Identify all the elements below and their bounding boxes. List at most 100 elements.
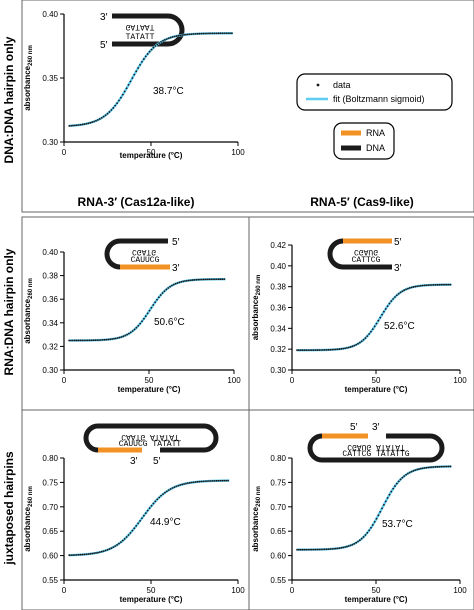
- y-tick-label: 0.40: [42, 248, 58, 257]
- dna-hairpin-top-seq: GATAAT: [126, 22, 155, 31]
- data-point: [87, 553, 90, 555]
- data-point: [131, 330, 134, 332]
- data-point: [340, 546, 343, 549]
- fit-curve: [297, 465, 452, 551]
- data-point: [206, 278, 209, 281]
- data-point: [210, 278, 213, 281]
- x-tick-label: 0: [62, 148, 67, 157]
- data-point: [397, 292, 400, 295]
- chart-jux-rna3: 0.55 0.60 0.65 0.70 0.75 0.80 0 50 100 temperatur…: [23, 454, 245, 604]
- data-point: [355, 541, 358, 544]
- jux-right-diagram: 5′ 3′ CGAUG ATATAT CATTCG TATATTG: [307, 422, 445, 463]
- jux-right-panel-border: [248, 409, 474, 610]
- data-point: [318, 548, 321, 551]
- data-point: [299, 349, 302, 352]
- data-point: [342, 546, 345, 549]
- data-point: [148, 50, 151, 53]
- data-point: [68, 124, 71, 127]
- dna-hairpin-strand: [112, 13, 185, 47]
- data-point: [368, 333, 371, 335]
- data-point: [142, 58, 145, 60]
- data-point: [310, 349, 313, 352]
- data-point: [186, 279, 188, 282]
- data-point: [346, 545, 348, 548]
- rna5-3prime: 3′: [394, 263, 402, 274]
- data-point: [186, 33, 189, 36]
- legend: data fit (Boltzmann sigmoid) RNA DNA: [296, 73, 453, 160]
- data-point: [331, 348, 334, 351]
- data-point: [211, 32, 214, 35]
- data-point: [390, 490, 393, 493]
- data-point: [333, 547, 335, 550]
- data-point: [91, 121, 94, 124]
- data-point: [386, 305, 389, 308]
- data-point: [395, 482, 398, 485]
- data-point: [176, 282, 179, 284]
- data-point: [208, 278, 211, 281]
- data-point: [329, 348, 332, 351]
- data-point: [213, 32, 216, 35]
- data-point: [219, 32, 222, 35]
- data-point: [364, 534, 367, 536]
- data-point: [225, 32, 228, 35]
- data-point: [114, 545, 117, 548]
- data-point: [312, 349, 315, 352]
- data-point: [231, 32, 233, 35]
- data-point: [384, 500, 387, 503]
- data-point: [421, 467, 424, 470]
- rna3-bottom-seq: CAUUCG: [131, 256, 160, 265]
- data-point: [171, 36, 174, 38]
- data-point: [208, 32, 210, 35]
- data-point: [177, 34, 180, 37]
- data-point: [219, 479, 222, 482]
- data-point: [366, 531, 369, 534]
- rna5-bottom-seq: CATTCG: [352, 256, 381, 265]
- data-point: [368, 529, 371, 532]
- data-point: [194, 481, 197, 483]
- data-point: [81, 339, 84, 342]
- y-tick-label: 0.80: [270, 454, 286, 463]
- tm-annotation: 52.6°C: [384, 321, 415, 332]
- data-point: [200, 32, 203, 35]
- data-point: [371, 524, 374, 526]
- data-point: [296, 548, 298, 551]
- data-point: [125, 536, 128, 538]
- data-point: [183, 483, 185, 485]
- data-point: [116, 102, 118, 105]
- data-point: [322, 349, 324, 351]
- data-point: [221, 479, 224, 482]
- data-point: [217, 32, 220, 35]
- y-tick-label: 0.32: [270, 345, 286, 354]
- data-point: [320, 349, 322, 351]
- data-point: [87, 122, 90, 125]
- data-point: [358, 341, 361, 344]
- data-point: [99, 339, 102, 341]
- data-point: [217, 479, 220, 482]
- y-tick-label: 0.60: [270, 552, 286, 561]
- data-point: [421, 284, 424, 287]
- y-tick-label: 0.75: [42, 478, 58, 487]
- data-point: [91, 552, 94, 555]
- data-point: [133, 328, 136, 331]
- data-point: [120, 96, 122, 99]
- data-point: [137, 324, 140, 327]
- data-point: [427, 466, 430, 469]
- data-point: [395, 294, 398, 297]
- data-point: [221, 278, 224, 281]
- data-point: [440, 465, 443, 468]
- data-point: [169, 285, 171, 288]
- data-point: [362, 536, 365, 538]
- data-point: [146, 312, 149, 315]
- data-point: [384, 307, 387, 310]
- data-point: [375, 517, 378, 520]
- data-point: [434, 283, 437, 286]
- data-point: [202, 32, 205, 35]
- data-point: [169, 488, 172, 490]
- data-point: [323, 548, 326, 551]
- y-tick-label: 0.80: [42, 454, 58, 463]
- data-point: [392, 487, 395, 490]
- data-point: [171, 487, 174, 489]
- x-tick-label: 100: [453, 586, 467, 595]
- data-point: [219, 278, 222, 281]
- data-point: [309, 349, 311, 352]
